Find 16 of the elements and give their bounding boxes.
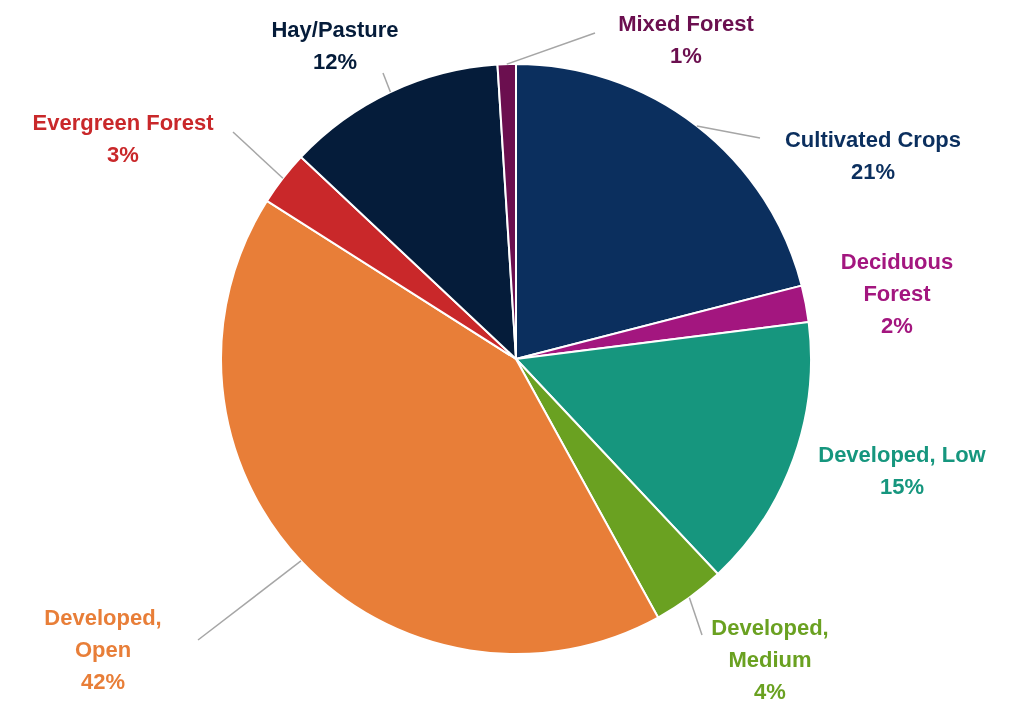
data-label: 21% <box>850 158 896 184</box>
data-label: 2% <box>881 312 913 338</box>
data-label: 4% <box>754 678 786 704</box>
slice-label: Developed, Medium <box>711 614 829 672</box>
slice-label: Developed, Open <box>44 604 162 662</box>
slice-label: Evergreen Forest <box>32 109 215 135</box>
slice-label: Hay/Pasture <box>271 16 399 42</box>
data-label: 1% <box>670 42 702 68</box>
slice-label: Mixed Forest <box>618 10 755 36</box>
data-label: 12% <box>312 48 358 74</box>
data-label: 3% <box>107 141 139 167</box>
slice-label: Cultivated Crops <box>784 126 962 152</box>
data-label: 42% <box>80 668 126 694</box>
slice-label: Developed, Low <box>818 441 987 467</box>
data-label: 15% <box>879 473 925 499</box>
slice-label: Deciduous Forest <box>840 248 954 306</box>
